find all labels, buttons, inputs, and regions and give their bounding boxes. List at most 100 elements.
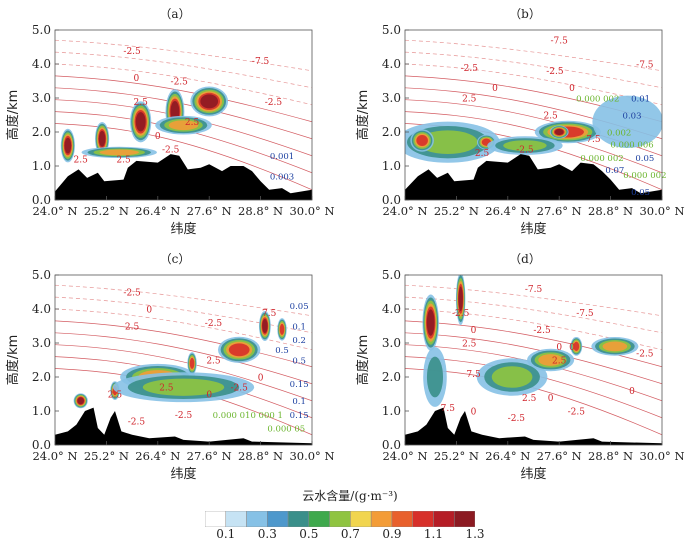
colorbar-swatch [205,511,227,527]
contour-label: 2.5 [462,94,477,104]
x-tick-label: 25.2° N [434,449,479,463]
contour-label: -2.5 [231,384,249,394]
isotherm-contour [55,87,312,140]
colorbar-swatch [287,511,310,527]
x-axis-label: 纬度 [520,466,546,482]
cloud-water-region [426,309,435,336]
x-tick-label: 28.8° N [588,449,633,463]
mixing-ratio-label: 0.05 [631,188,650,198]
panel-a: （a） -2.5 -7.5 0 -2.5 2.5 -2.5 2.5 0 -2.5 2.5 2.5 0.0… [0,0,350,245]
x-tick-label: 28.8° N [238,449,283,463]
isotherm-contour [55,75,312,123]
terrain [405,154,662,200]
contour-label: 2.5 [206,356,221,366]
y-axis-label: 高度/km [355,90,371,141]
x-tick-label: 30.0° N [639,204,684,218]
y-tick-label: 1.0 [32,159,51,173]
contour-label: 7.5 [441,404,456,414]
isotherm-contour [55,284,312,317]
contour-label: -7.5 [525,285,543,295]
cloud-water-region [503,140,547,151]
colorbar-tick-label: 0.1 [216,527,236,541]
contour-label: -2.5 [508,414,526,424]
contour-label: 0 [556,343,562,353]
y-tick-label: 1.0 [382,159,401,173]
mixing-ratio-label: 0.1 [292,397,306,407]
colorbar-tick-label: 1.1 [423,527,443,541]
mixing-ratio-label: 0.5 [292,356,306,366]
isotherm-contour [55,63,312,106]
plot-frame [54,274,313,446]
isotherm-contour [55,99,312,157]
x-tick-label: 25.2° N [434,204,479,218]
plot-area [405,275,662,445]
contour-label: -2.5 [546,67,564,77]
contour-label: -2.5 [461,64,479,74]
y-tick-label: 0.0 [382,193,401,207]
colorbar-tick-labels: 0.1 0.3 0.5 0.7 0.9 1.1 1.3 [205,527,484,541]
colorbar [205,511,475,527]
cloud-water-region [228,343,250,357]
colorbar-tick-label: 0.7 [340,527,360,541]
colorbar-tick-label: 0.9 [382,527,402,541]
mixing-ratio-label: 0.1 [292,322,306,332]
cloud-water-region [426,356,444,398]
mixing-ratio-label: 0.07 [605,166,624,176]
contour-label: 7.5 [466,370,481,380]
y-axis-label: 高度/km [355,335,371,386]
cloud-water-region [416,134,428,147]
contour-label: -2.5 [123,47,141,57]
contour-label: 0 [471,407,477,417]
y-tick-label: 4.0 [382,302,401,316]
y-tick-label: 2.0 [382,125,401,139]
y-tick-label: 0.0 [382,438,401,452]
contour-label: 2.5 [134,98,149,108]
isotherm-contour [55,39,312,72]
mixing-ratio-label: 0.05 [290,302,309,312]
contour-label: 2.5 [116,156,131,166]
y-tick-label: 1.0 [32,404,51,418]
contour-label: -2.5 [123,288,141,298]
contour-label: 2.5 [543,111,558,121]
plot-area [55,275,312,445]
terrain [55,407,312,445]
panel-title: （d） [509,252,541,266]
y-tick-label: 4.0 [382,57,401,71]
colorbar-swatch [391,511,413,527]
y-tick-label: 5.0 [32,268,51,282]
contour-label: -7.5 [252,57,270,67]
contour-label: -2.5 [516,145,534,155]
isotherm-contour [405,63,662,106]
x-tick-label: 27.6° N [537,204,582,218]
colorbar-swatch [350,511,372,527]
contour-label: 0 [471,326,477,336]
isotherm-contour [55,123,312,191]
x-tick-label: 26.4° N [135,449,180,463]
isotherm-contour [405,111,662,174]
mixing-ratio-label: 0.002 [607,128,631,138]
plot: -2.5 0 2.5 -2.5 7.5 2.5 -2.5 0 2.5 0 2.5 -2.5 -2.5 0.… [5,268,335,482]
cloud-water-region [262,318,268,334]
colorbar-swatch [453,511,475,527]
cloud-water-region [573,341,580,351]
y-tick-label: 4.0 [32,302,51,316]
cloud-water-region [602,341,628,352]
mixing-ratio-label: 0.000 010 000 1 [213,411,283,421]
x-tick-label: 26.4° N [135,204,180,218]
x-tick-label: 24.0° N [32,449,77,463]
contour-label: 0 [146,305,152,315]
contour-label: 0 [569,343,575,353]
y-tick-label: 2.0 [32,370,51,384]
contour-label: -2.5 [568,407,586,417]
colorbar-swatch [412,511,434,527]
colorbar-swatch [225,511,247,527]
x-axis-label: 纬度 [170,221,196,237]
cloud-water-region [135,112,146,132]
x-tick-label: 27.6° N [187,204,232,218]
x-tick-label: 27.6° N [537,449,582,463]
mixing-ratio-label: 0.000 006 [610,140,653,150]
mixing-ratio-label: 0.000 05 [267,424,305,434]
contour-label: 2.5 [462,339,477,349]
cloud-water-region [458,286,463,312]
contour-label: 2.5 [552,356,567,366]
